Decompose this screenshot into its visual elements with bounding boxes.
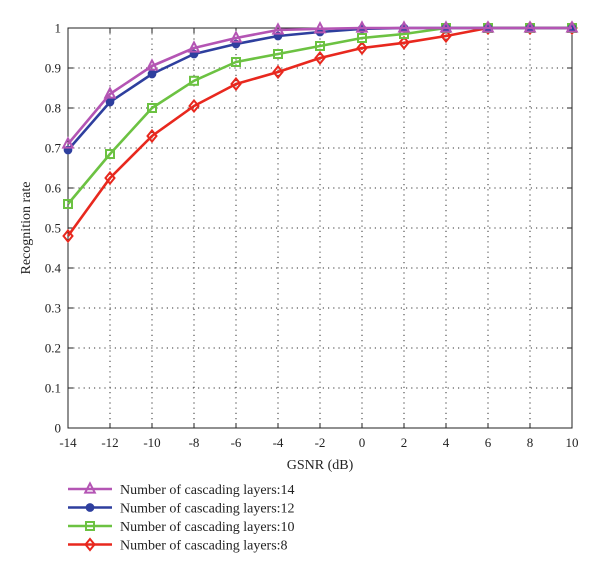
- y-tick-label: 0: [55, 421, 62, 436]
- y-tick-label: 0.4: [45, 261, 62, 276]
- data-point: [145, 58, 159, 71]
- data-point: [189, 75, 199, 86]
- x-tick-label: -2: [315, 435, 326, 450]
- legend: Number of cascading layers:14 Number of c…: [68, 481, 295, 554]
- data-point: [231, 57, 241, 67]
- x-tick-label: 6: [485, 435, 492, 450]
- legend-marker: [85, 503, 95, 512]
- data-point: [397, 20, 411, 33]
- data-point: [565, 20, 579, 33]
- data-point: [62, 228, 74, 244]
- data-point: [314, 50, 326, 66]
- data-point: [61, 136, 75, 149]
- data-point: [356, 40, 368, 56]
- x-tick-label: 8: [527, 435, 534, 450]
- data-point: [63, 199, 73, 209]
- legend-marker: [84, 537, 96, 552]
- series-line: [67, 26, 572, 145]
- data-point: [398, 35, 410, 50]
- data-point: [523, 20, 537, 33]
- y-tick-label: 0.8: [45, 101, 61, 116]
- legend-item: Number of cascading layers:8: [68, 537, 288, 554]
- legend-item: Number of cascading layers:10: [68, 520, 295, 535]
- y-tick-label: 1: [55, 21, 62, 36]
- x-tick-label: 0: [359, 435, 366, 450]
- data-point: [439, 20, 453, 33]
- legend-label: Number of cascading layers:14: [120, 483, 295, 498]
- x-tick-label: 4: [443, 435, 450, 450]
- data-point: [105, 97, 115, 107]
- data-point: [271, 22, 285, 35]
- data-point: [273, 49, 283, 59]
- data-point: [104, 170, 116, 186]
- x-tick-label: -8: [189, 435, 200, 450]
- y-tick-label: 0.1: [45, 381, 61, 396]
- x-tick-label: -14: [59, 435, 77, 450]
- data-point: [146, 128, 158, 144]
- y-tick-label: 0.6: [45, 181, 62, 196]
- legend-label: Number of cascading layers:12: [120, 502, 295, 517]
- x-tick-label: 10: [566, 435, 579, 450]
- data-point: [147, 103, 157, 113]
- series-group: [61, 20, 579, 244]
- x-axis-label: GSNR (dB): [287, 458, 354, 473]
- data-point: [481, 20, 495, 33]
- data-point: [229, 30, 243, 43]
- data-point: [357, 33, 367, 43]
- data-point: [272, 64, 284, 80]
- data-point: [105, 149, 115, 159]
- data-point: [315, 41, 325, 51]
- x-tick-label: -10: [143, 435, 160, 450]
- y-tick-label: 0.5: [45, 221, 61, 236]
- data-point: [230, 76, 242, 92]
- legend-marker: [85, 521, 95, 531]
- x-tick-label: -4: [273, 435, 284, 450]
- grid: [68, 28, 572, 428]
- axis-ticks: -14 -12 -10 -8 -6 -4 -2 0 2 4 6 8 10 0 0.1 0.2 0.3 0.4 0.5…: [45, 21, 579, 451]
- data-point: [313, 21, 327, 34]
- data-point: [440, 28, 452, 44]
- y-tick-label: 0.3: [45, 301, 61, 316]
- data-point: [103, 86, 117, 99]
- legend-marker: [83, 481, 97, 494]
- y-tick-label: 0.2: [45, 341, 61, 356]
- legend-label: Number of cascading layers:8: [120, 539, 288, 554]
- x-tick-label: -12: [101, 435, 118, 450]
- data-point: [147, 69, 157, 79]
- legend-label: Number of cascading layers:10: [120, 520, 295, 535]
- y-axis-label: Recognition rate: [19, 182, 34, 275]
- x-tick-label: -6: [231, 435, 242, 450]
- x-tick-label: 2: [401, 435, 408, 450]
- legend-item: Number of cascading layers:12: [68, 502, 295, 517]
- data-point: [187, 40, 201, 53]
- data-point: [188, 98, 200, 114]
- y-tick-label: 0.7: [45, 141, 62, 156]
- y-tick-label: 0.9: [45, 61, 61, 76]
- plot-frame: [67, 27, 573, 429]
- legend-item: Number of cascading layers:14: [68, 481, 295, 498]
- series-1: [61, 20, 579, 149]
- data-point: [355, 20, 369, 33]
